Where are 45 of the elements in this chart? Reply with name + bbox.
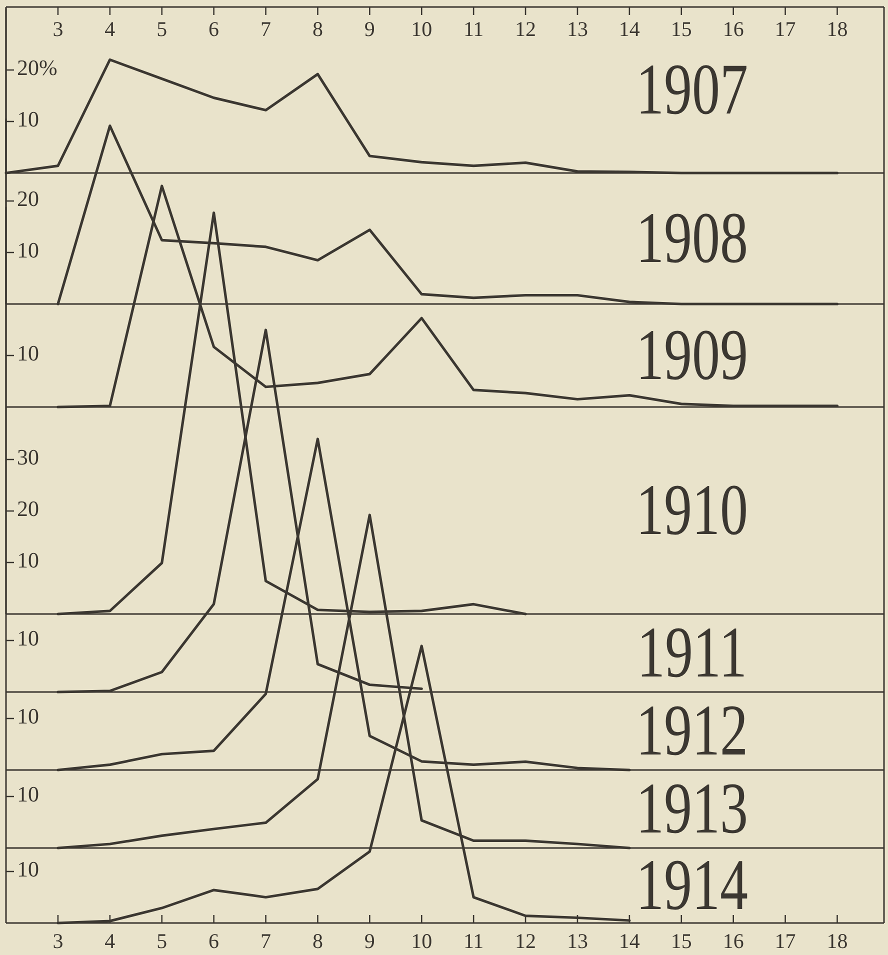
x2-tick-label: 12 <box>515 16 536 41</box>
x2-tick-label: 3 <box>52 16 64 41</box>
y-tick-label: 10 <box>17 238 39 263</box>
x2-tick-label: 6 <box>208 16 220 41</box>
x2-tick-label: 17 <box>774 16 796 41</box>
x2-tick-label: 5 <box>156 16 168 41</box>
x2-tick-label: 8 <box>312 16 323 41</box>
x2-tick-label: 15 <box>670 16 692 41</box>
x-tick-label: 11 <box>463 928 484 953</box>
x-tick-label: 5 <box>156 928 168 953</box>
x-tick-label: 14 <box>618 928 640 953</box>
x-tick-label: 4 <box>104 928 116 953</box>
x-tick-label: 15 <box>670 928 692 953</box>
x-tick-label: 12 <box>515 928 536 953</box>
x-tick-label: 7 <box>260 928 272 953</box>
x2-tick-label: 14 <box>618 16 640 41</box>
text: 1911 <box>637 612 747 694</box>
text: 1908 <box>636 198 748 279</box>
x-tick-label: 8 <box>312 928 323 953</box>
x-tick-label: 9 <box>364 928 375 953</box>
x2-tick-label: 11 <box>463 16 484 41</box>
text: 1912 <box>636 690 748 772</box>
x-tick-label: 18 <box>826 928 848 953</box>
x-tick-label: 10 <box>411 928 432 953</box>
text: 1907 <box>636 50 748 130</box>
y-tick-label: 30 <box>17 444 39 470</box>
x2-tick-label: 10 <box>411 16 432 41</box>
x-tick-label: 6 <box>208 928 220 953</box>
text: 1910 <box>636 470 748 551</box>
x-tick-label: 16 <box>722 928 744 953</box>
y-tick-label: 10 <box>17 548 39 573</box>
text: 1909 <box>636 315 748 396</box>
x-tick-label: 17 <box>774 928 796 953</box>
x2-tick-label: 7 <box>260 16 272 41</box>
x-tick-label: 13 <box>566 928 588 953</box>
x2-tick-label: 9 <box>364 16 375 41</box>
y-tick-label: 20 <box>17 186 39 212</box>
y-tick-label: 10 <box>17 106 39 132</box>
x-tick-label: 3 <box>52 928 64 953</box>
x2-tick-label: 16 <box>722 16 744 41</box>
y-tick-label: 20% <box>17 55 58 80</box>
x2-tick-label: 13 <box>566 16 588 41</box>
x2-tick-label: 18 <box>826 16 848 41</box>
y-tick-label: 20 <box>17 496 39 522</box>
x2-tick-label: 4 <box>104 16 116 41</box>
